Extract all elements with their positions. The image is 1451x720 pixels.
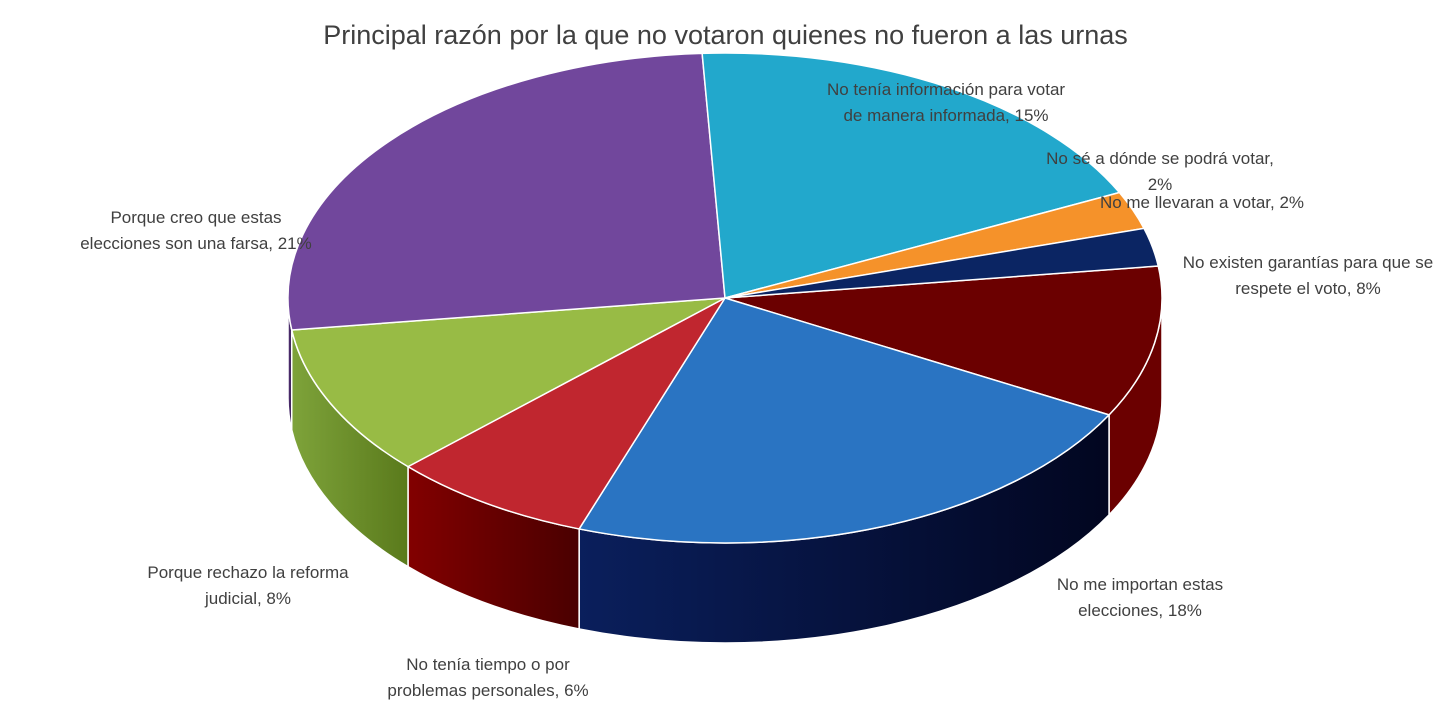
pie-slice-3 (290, 297, 726, 468)
data-label-6: No sé a dónde se podrá votar, 2% (1046, 149, 1274, 194)
data-label-7-line-0: No me llevaran a votar, 2% (1100, 193, 1304, 212)
data-label-1: No me importan estas elecciones, 18% (1057, 575, 1223, 620)
data-label-5-line-1: de manera informada, 15% (843, 106, 1048, 125)
pie-slice-5 (701, 52, 1121, 299)
data-label-4-line-1: elecciones son una farsa, 21% (80, 234, 312, 253)
data-label-5-line-0: No tenía información para votar (827, 80, 1065, 99)
data-label-4-line-0: Porque creo que estas (110, 208, 281, 227)
data-label-6-line-1: 2% (1148, 175, 1173, 194)
data-label-5: No tenía información para votar de manera… (827, 80, 1065, 125)
data-label-0-line-1: respete el voto, 8% (1235, 279, 1381, 298)
data-label-1-line-0: No me importan estas (1057, 575, 1223, 594)
data-label-2-line-0: No tenía tiempo o por (406, 655, 570, 674)
data-label-4: Porque creo que estas elecciones son una … (80, 208, 312, 253)
data-label-2: No tenía tiempo o por problemas personale… (387, 655, 588, 700)
pie-slice-4 (287, 52, 726, 331)
pie-slice-0 (724, 265, 1163, 416)
chart-title: Principal razón por la que no votaron qu… (323, 20, 1128, 50)
data-label-3-line-1: judicial, 8% (204, 589, 291, 608)
data-label-1-line-1: elecciones, 18% (1078, 601, 1202, 620)
data-label-3: Porque rechazo la reforma judicial, 8% (147, 563, 349, 608)
data-label-3-line-0: Porque rechazo la reforma (147, 563, 349, 582)
pie-slice-7 (724, 227, 1160, 299)
data-label-6-line-0: No sé a dónde se podrá votar, (1046, 149, 1274, 168)
data-label-0-line-0: No existen garantías para que se (1183, 253, 1433, 272)
data-label-0: No existen garantías para que se respete … (1183, 253, 1433, 298)
data-label-2-line-1: problemas personales, 6% (387, 681, 588, 700)
data-label-7: No me llevaran a votar, 2% (1100, 193, 1304, 212)
pie-slice-1 (578, 297, 1110, 544)
pie-slice-2 (407, 297, 726, 530)
